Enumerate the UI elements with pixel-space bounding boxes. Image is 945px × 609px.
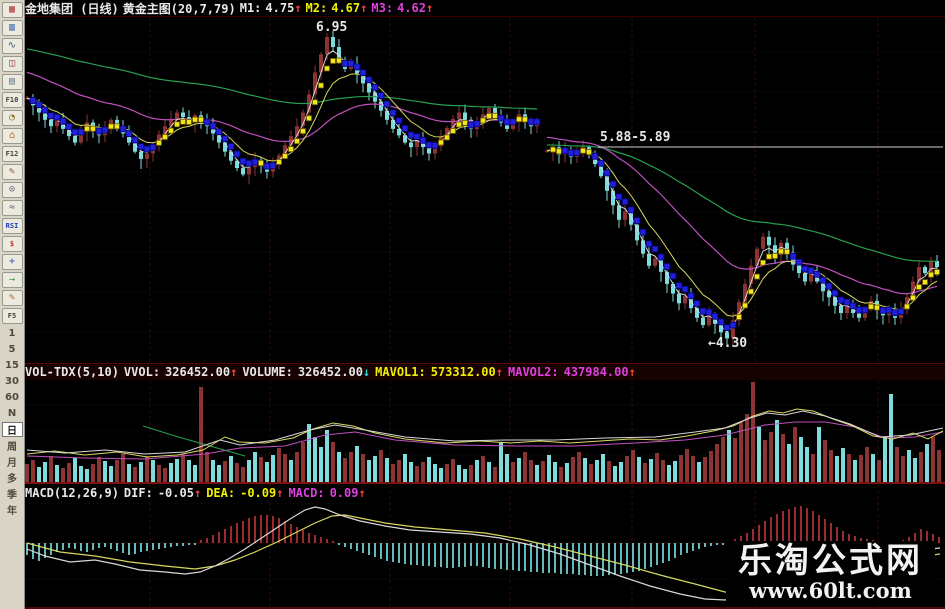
mavol1-value: 573312.00 (430, 365, 496, 379)
range-price-annotation: 5.88-5.89 (600, 130, 670, 145)
macd-indicator-header: MACD(12,26,9) DIF: -0.05 ↑ DEA: -0.09 ↑ … (25, 486, 945, 500)
m2-label: M2: (305, 1, 328, 15)
macd-up-arrow-icon: ↑ (358, 486, 366, 500)
vvol-value: 326452.00 (165, 365, 231, 379)
peak-price-annotation: 6.95 (316, 20, 347, 35)
m2-value: 4.67 (331, 1, 361, 15)
dif-value: -0.05 (157, 486, 194, 500)
m1-label: M1: (239, 1, 262, 15)
f5-button[interactable]: F5 (1, 308, 23, 324)
vvol-label: VVOL: (123, 365, 161, 379)
candlestick-icon[interactable]: ◫ (1, 56, 23, 72)
money-icon[interactable]: $ (1, 236, 23, 252)
dea-value: -0.09 (240, 486, 277, 500)
f12-button[interactable]: F12 (1, 146, 23, 162)
period-button-季[interactable]: 季 (7, 490, 17, 501)
dea-label: DEA: (206, 486, 236, 500)
volume-value: 326452.00 (297, 365, 363, 379)
macd-value: 0.09 (329, 486, 359, 500)
mavol2-up-arrow-icon: ↑ (628, 365, 636, 379)
dif-up-arrow-icon: ↑ (193, 486, 202, 500)
pencil-icon[interactable]: ✎ (1, 290, 23, 306)
dif-label: DIF: (123, 486, 153, 500)
pie-chart-icon[interactable]: ◔ (1, 110, 23, 126)
m3-value: 4.62 (397, 1, 426, 15)
mavol2-value: 437984.00 (563, 365, 629, 379)
period-button-月[interactable]: 月 (7, 458, 17, 469)
period-button-5[interactable]: 5 (8, 344, 16, 355)
rsi-button[interactable]: RSI (1, 218, 23, 234)
macd-indicator-name: MACD(12,26,9) (25, 486, 119, 500)
period-button-1[interactable]: 1 (8, 328, 16, 339)
stock-title: 金地集团 (日线) (25, 1, 119, 16)
system-icon[interactable]: ▦ (1, 2, 23, 18)
watermark-site-name: 乐淘公式网 (738, 540, 923, 581)
move-cross-icon[interactable]: + (1, 254, 23, 270)
period-button-15[interactable]: 15 (5, 360, 19, 371)
bar-chart-icon[interactable]: ▥ (1, 20, 23, 36)
mavol1-label: MAVOL1: (375, 365, 426, 379)
period-button-多[interactable]: 多 (7, 474, 17, 485)
period-button-30[interactable]: 30 (5, 376, 19, 387)
m3-label: M3: (371, 1, 394, 15)
vol-indicator-name: VOL-TDX(5,10) (25, 365, 119, 379)
line-chart-icon[interactable]: ∿ (1, 38, 23, 54)
low-price-annotation: ←4.30 (708, 336, 747, 351)
f10-button[interactable]: F10 (1, 92, 23, 108)
edit-icon[interactable]: ✎ (1, 164, 23, 180)
mavol1-up-arrow-icon: ↑ (495, 365, 503, 379)
wave-icon[interactable]: ≈ (1, 200, 23, 216)
period-button-日[interactable]: 日 (1, 422, 23, 437)
dea-up-arrow-icon: ↑ (276, 486, 284, 500)
watermark-url: www.60lt.com (749, 578, 912, 603)
period-button-周[interactable]: 周 (7, 442, 17, 453)
period-button-N[interactable]: N (7, 408, 17, 419)
watermark: 乐淘公式网 www.60lt.com (726, 540, 935, 605)
m2-up-arrow-icon: ↑ (360, 1, 368, 15)
title-bar: 金地集团 (日线) 黄金主图(20,7,79) M1: 4.75 ↑ M2: 4… (25, 0, 945, 17)
vvol-up-arrow-icon: ↑ (230, 365, 238, 379)
main-candlestick-chart[interactable]: 6.95 5.88-5.89 ←4.30 (25, 17, 945, 363)
zoom-icon[interactable]: ⊙ (1, 182, 23, 198)
period-button-年[interactable]: 年 (7, 506, 17, 517)
green-arrow-icon[interactable]: → (1, 272, 23, 288)
m1-value: 4.75 (265, 1, 295, 15)
bank-icon[interactable]: ⌂ (1, 128, 23, 144)
macd-chart[interactable] (25, 484, 945, 609)
indicator-title: 黄金主图(20,7,79) (122, 1, 236, 16)
m1-up-arrow-icon: ↑ (294, 1, 302, 15)
volume-indicator-header: VOL-TDX(5,10) VVOL: 326452.00 ↑ VOLUME: … (25, 363, 945, 380)
mavol2-label: MAVOL2: (508, 365, 559, 379)
m3-up-arrow-icon: ↑ (425, 1, 434, 15)
macd-value-label: MACD: (288, 486, 325, 500)
left-toolbar: ▦ ▥ ∿ ◫ ▤ F10 ◔ ⌂ F12 ✎ ⊙ ≈ RSI $ + → ✎ F5 1 5 15 30 60 N 日周月多季年 (0, 0, 25, 609)
volume-down-arrow-icon: ↓ (362, 365, 371, 379)
period-button-60[interactable]: 60 (5, 392, 19, 403)
volume-chart[interactable] (25, 380, 945, 484)
board-icon[interactable]: ▤ (1, 74, 23, 90)
volume-label: VOLUME: (242, 365, 293, 379)
